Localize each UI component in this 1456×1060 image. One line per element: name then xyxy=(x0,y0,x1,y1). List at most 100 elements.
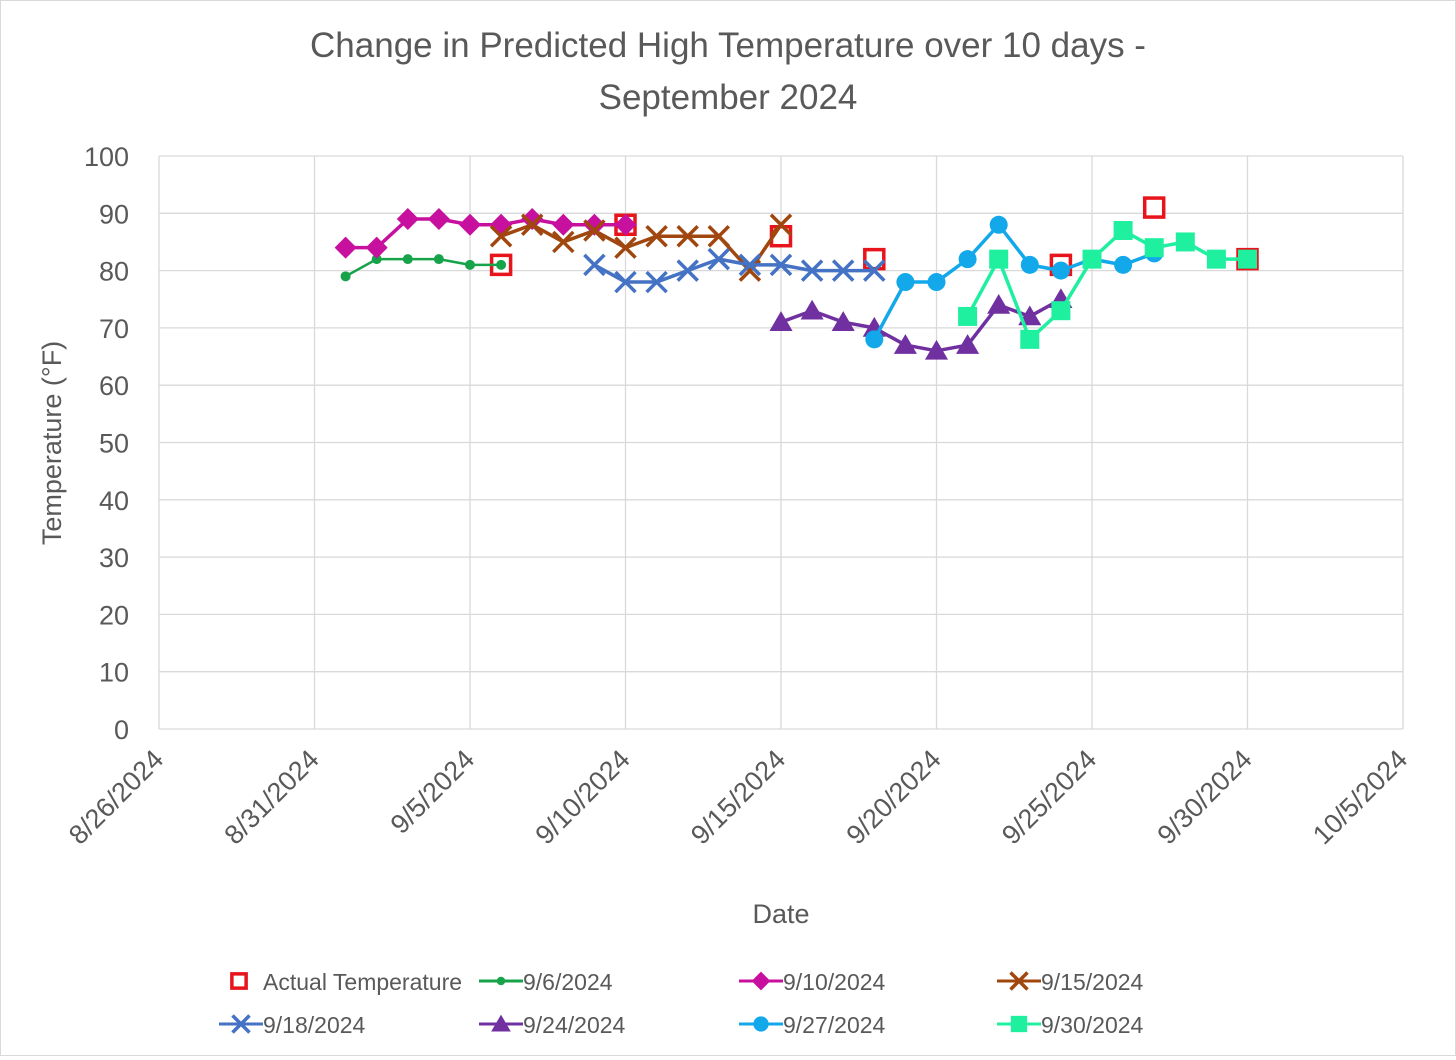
chart-title-line-1: Change in Predicted High Temperature ove… xyxy=(310,26,1146,65)
y-tick-label: 0 xyxy=(114,715,129,745)
series-line xyxy=(872,223,1155,341)
data-point xyxy=(676,259,699,282)
legend: Actual Temperature 9/6/2024 9/10/2024 9/15/… xyxy=(219,969,1144,1038)
data-point xyxy=(989,249,1009,269)
legend-label: 9/27/2024 xyxy=(783,1012,886,1038)
x-axis-label: Date xyxy=(752,899,809,929)
x-tick-label: 9/15/2024 xyxy=(685,744,791,850)
legend-item: 9/24/2024 xyxy=(479,1012,626,1038)
data-point xyxy=(1206,249,1226,269)
legend-item: 9/30/2024 xyxy=(997,1012,1144,1038)
series-9-18-2024 xyxy=(583,247,886,294)
legend-label: 9/30/2024 xyxy=(1041,1012,1144,1038)
data-point xyxy=(645,224,668,248)
y-tick-label: 10 xyxy=(99,658,129,688)
data-point xyxy=(371,254,382,265)
data-point xyxy=(707,224,731,248)
series-line xyxy=(500,223,783,273)
series-line xyxy=(593,257,875,284)
x-tick-label: 9/10/2024 xyxy=(530,744,636,850)
legend-item: 9/27/2024 xyxy=(739,1012,886,1038)
data-point xyxy=(769,213,793,236)
data-point xyxy=(865,330,884,349)
legend-item: 9/10/2024 xyxy=(739,969,886,995)
x-tick-label: 9/5/2024 xyxy=(385,744,481,840)
data-point xyxy=(989,215,1008,234)
series-line xyxy=(780,297,1062,353)
data-point xyxy=(753,1016,769,1032)
data-point xyxy=(645,270,668,294)
data-point xyxy=(958,250,977,269)
data-point xyxy=(340,271,351,282)
legend-item: Actual Temperature xyxy=(230,969,462,995)
series-line xyxy=(344,257,502,278)
data-point xyxy=(956,334,980,354)
data-point xyxy=(491,1014,511,1032)
data-point xyxy=(614,236,637,259)
data-point xyxy=(402,254,413,265)
data-point xyxy=(583,219,606,242)
y-tick-label: 20 xyxy=(99,600,129,630)
data-point xyxy=(707,247,731,271)
legend-label: 9/15/2024 xyxy=(1041,969,1144,995)
data-point xyxy=(496,259,507,270)
data-point xyxy=(365,236,388,259)
x-tick-label: 8/31/2024 xyxy=(219,744,325,850)
data-point xyxy=(751,971,771,991)
data-point xyxy=(1238,249,1257,269)
data-point xyxy=(958,306,978,326)
data-point xyxy=(800,299,824,320)
series-9-24-2024 xyxy=(769,288,1073,360)
data-point xyxy=(893,334,917,354)
x-tick-label: 8/26/2024 xyxy=(63,744,169,850)
gridlines xyxy=(158,155,1404,730)
data-point xyxy=(1051,261,1070,280)
y-tick-label: 80 xyxy=(99,257,129,287)
data-point xyxy=(230,972,248,990)
data-point xyxy=(1144,238,1164,258)
legend-item: 9/18/2024 xyxy=(219,1012,366,1038)
data-point xyxy=(831,311,855,331)
legend-label: 9/24/2024 xyxy=(523,1012,626,1038)
data-point xyxy=(552,230,575,254)
data-point xyxy=(831,259,855,282)
series-line xyxy=(345,217,626,250)
series-9-30-2024 xyxy=(958,220,1257,349)
data-point xyxy=(896,273,915,292)
legend-item: 9/15/2024 xyxy=(997,969,1144,995)
y-tick-label: 70 xyxy=(99,314,129,344)
series-line xyxy=(966,228,1248,342)
data-point xyxy=(738,253,762,277)
data-point xyxy=(520,213,544,236)
x-tick-label: 9/30/2024 xyxy=(1152,744,1258,850)
legend-label: 9/6/2024 xyxy=(523,969,613,995)
series-9-10-2024 xyxy=(334,208,637,259)
y-tick-label: 60 xyxy=(99,371,129,401)
data-point xyxy=(1020,329,1040,349)
data-point xyxy=(987,293,1011,314)
data-point xyxy=(614,213,637,236)
y-tick-label: 100 xyxy=(84,142,129,172)
legend-item: 9/6/2024 xyxy=(479,969,613,995)
data-point xyxy=(1142,196,1166,219)
y-tick-label: 30 xyxy=(99,543,129,573)
data-point xyxy=(231,1014,251,1034)
y-axis-label: Temperature (°F) xyxy=(37,341,67,545)
x-tick-label: 9/20/2024 xyxy=(841,744,947,850)
x-tick-label: 9/25/2024 xyxy=(996,744,1102,850)
y-tick-label: 90 xyxy=(99,199,129,229)
data-point xyxy=(1009,971,1029,991)
data-point xyxy=(1175,232,1195,252)
data-point xyxy=(496,976,506,986)
data-point xyxy=(583,253,606,277)
data-point xyxy=(459,213,481,236)
y-tick-label: 40 xyxy=(99,486,129,516)
data-point xyxy=(1010,1015,1028,1033)
data-point xyxy=(800,259,824,282)
data-point xyxy=(427,208,450,231)
data-point xyxy=(489,224,513,248)
data-point xyxy=(676,224,699,248)
data-point xyxy=(1082,249,1102,269)
